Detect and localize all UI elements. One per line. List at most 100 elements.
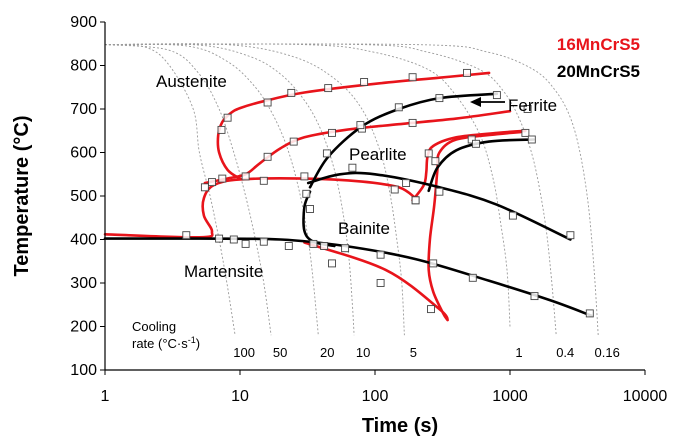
measured-point-marker bbox=[306, 205, 314, 213]
measured-point-marker bbox=[322, 149, 331, 158]
measured-point-marker bbox=[527, 135, 536, 144]
x-tick-label: 1 bbox=[101, 388, 110, 405]
cooling-curve-5 bbox=[104, 43, 405, 336]
cooling-curve-50 bbox=[104, 44, 272, 336]
cooling-rate-label: 1 bbox=[515, 345, 522, 360]
cooling-rate-label: 0.4 bbox=[556, 345, 574, 360]
measured-point-marker bbox=[287, 88, 296, 97]
cooling-curve-0_16 bbox=[104, 43, 599, 336]
16mncrs5-ferrite-start-curve bbox=[216, 71, 491, 180]
cooling-rate-title-close: ) bbox=[196, 336, 200, 351]
measured-point-marker bbox=[402, 179, 411, 187]
cooling-rate-label: 10 bbox=[356, 345, 370, 360]
measured-point-marker bbox=[585, 309, 594, 318]
region-label-bainite: Bainite bbox=[338, 219, 390, 238]
20mncrs5-pearlite-end-curve bbox=[427, 138, 536, 193]
y-tick-label: 200 bbox=[70, 319, 97, 336]
measured-point-marker bbox=[302, 189, 311, 198]
cooling-rate-title-text: rate (°C·s bbox=[132, 336, 188, 351]
measured-point-marker bbox=[200, 183, 209, 192]
y-tick-label: 800 bbox=[70, 58, 97, 75]
measured-point-marker bbox=[411, 196, 420, 205]
measured-point-marker bbox=[492, 91, 501, 100]
measured-point-marker bbox=[435, 94, 444, 103]
measured-point-marker bbox=[530, 292, 539, 301]
cooling-curve-100 bbox=[104, 44, 236, 336]
measured-point-marker bbox=[182, 231, 191, 240]
measured-point-marker bbox=[472, 139, 480, 148]
measured-point-marker bbox=[328, 128, 336, 137]
measured-point-marker bbox=[241, 172, 250, 181]
region-label-martensite: Martensite bbox=[184, 262, 263, 281]
x-tick-label: 10 bbox=[231, 388, 249, 405]
legend-20mncrs5: 20MnCrS5 bbox=[557, 62, 640, 81]
region-label-pearlite: Pearlite bbox=[349, 145, 407, 164]
20mncrs5-ferrite-start-curve bbox=[308, 92, 499, 189]
measured-point-marker bbox=[390, 185, 399, 194]
measured-point-marker bbox=[394, 103, 403, 112]
measured-point-marker bbox=[424, 149, 433, 158]
measured-point-marker bbox=[348, 163, 357, 172]
ferrite-arrow-icon bbox=[470, 97, 505, 107]
x-tick-label: 10000 bbox=[623, 388, 668, 405]
measured-point-marker bbox=[521, 128, 530, 137]
measured-point-marker bbox=[259, 237, 268, 246]
measured-point-marker bbox=[320, 242, 329, 250]
measured-point-marker bbox=[208, 178, 216, 187]
y-tick-label: 600 bbox=[70, 145, 97, 162]
measured-point-marker bbox=[468, 273, 477, 282]
cooling-curve-10 bbox=[104, 43, 355, 336]
measured-point-marker bbox=[431, 157, 440, 166]
cooling-rate-labels: 100 50 20 10 5 1 0.4 0.16 bbox=[233, 345, 620, 360]
measured-points bbox=[182, 68, 594, 318]
measured-point-marker bbox=[408, 73, 417, 82]
measured-point-marker bbox=[435, 187, 444, 196]
20mncrs5-martensite-start-curve bbox=[103, 237, 593, 317]
measured-point-marker bbox=[341, 244, 350, 253]
measured-point-marker bbox=[360, 78, 369, 86]
x-tick-label: 1000 bbox=[492, 388, 528, 405]
cooling-rate-label: 0.16 bbox=[595, 345, 620, 360]
measured-point-marker bbox=[223, 113, 232, 122]
measured-point-marker bbox=[463, 68, 471, 77]
y-tick-label: 100 bbox=[70, 362, 97, 379]
measured-point-marker bbox=[324, 84, 333, 93]
measured-point-marker bbox=[523, 105, 532, 113]
20mncrs5-bainite-start-curve bbox=[302, 190, 336, 248]
measured-point-marker bbox=[217, 125, 226, 134]
measured-point-marker bbox=[508, 211, 517, 220]
cooling-rate-label: 100 bbox=[233, 345, 255, 360]
legend-16mncrs5: 16MnCrS5 bbox=[557, 35, 640, 54]
x-axis-title: Time (s) bbox=[362, 415, 438, 437]
measured-point-marker bbox=[289, 137, 298, 146]
y-tick-label: 700 bbox=[70, 101, 97, 118]
cooling-rate-title-line1: Cooling bbox=[132, 319, 176, 334]
measured-point-marker bbox=[263, 98, 272, 107]
measured-point-marker bbox=[429, 259, 438, 268]
measured-point-marker bbox=[376, 250, 385, 259]
measured-point-marker bbox=[376, 279, 385, 287]
measured-point-marker bbox=[218, 174, 227, 183]
y-axis-title: Temperature (°C) bbox=[11, 116, 33, 277]
measured-point-marker bbox=[328, 259, 336, 268]
y-tick-label: 500 bbox=[70, 188, 97, 205]
cooling-rate-title-sup: -1 bbox=[188, 335, 196, 345]
measured-point-marker bbox=[408, 118, 417, 127]
cooling-rate-label: 20 bbox=[320, 345, 334, 360]
cooling-curve-0_4 bbox=[104, 43, 557, 336]
measured-point-marker bbox=[427, 305, 435, 314]
measured-point-marker bbox=[284, 242, 293, 250]
measured-point-marker bbox=[356, 121, 365, 130]
measured-point-marker bbox=[229, 235, 238, 244]
measured-point-marker bbox=[309, 239, 318, 248]
y-tick-label: 300 bbox=[70, 275, 97, 292]
cooling-rate-label: 5 bbox=[410, 345, 417, 360]
measured-point-marker bbox=[215, 234, 224, 243]
cooling-curve-20 bbox=[104, 43, 319, 336]
x-tick-label: 100 bbox=[362, 388, 389, 405]
measured-point-marker bbox=[241, 239, 250, 248]
cooling-rate-title-line2: rate (°C·s-1) bbox=[132, 335, 200, 351]
